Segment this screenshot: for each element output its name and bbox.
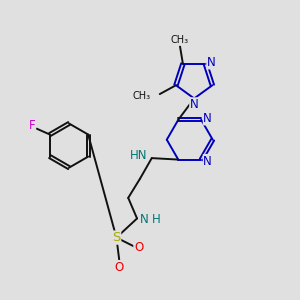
Text: CH₃: CH₃ [133, 91, 151, 100]
Text: H: H [152, 213, 161, 226]
Text: N: N [203, 112, 212, 125]
Text: N: N [207, 56, 216, 69]
Text: N: N [140, 213, 149, 226]
Text: N: N [190, 98, 199, 111]
Text: O: O [115, 261, 124, 274]
Text: HN: HN [130, 149, 147, 162]
Text: S: S [112, 231, 121, 244]
Text: N: N [203, 154, 212, 168]
Text: F: F [29, 119, 35, 132]
Text: CH₃: CH₃ [171, 35, 189, 45]
Text: O: O [134, 242, 143, 254]
